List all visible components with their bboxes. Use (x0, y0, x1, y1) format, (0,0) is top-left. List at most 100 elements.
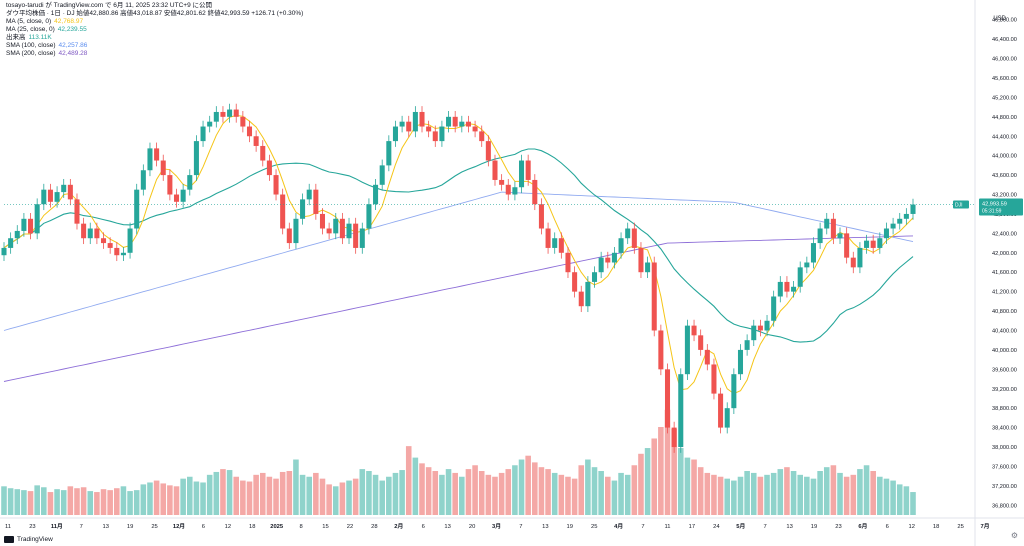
volume-bar (478, 471, 485, 515)
indicator-sma100[interactable]: SMA (100, close) 42,257.86 (6, 42, 88, 49)
candle-body (492, 160, 498, 180)
volume-bar (419, 463, 425, 515)
candle-body (227, 109, 233, 117)
candle-body (731, 374, 737, 409)
volume-bar (757, 476, 764, 515)
volume-bar (857, 469, 863, 515)
volume-bar (286, 471, 293, 515)
volume-bar (598, 471, 604, 515)
candle-body (678, 374, 684, 448)
candle-body (154, 148, 160, 161)
x-tick-label: 15 (322, 524, 328, 530)
volume-bar (671, 428, 677, 515)
volume-bar (883, 478, 890, 515)
indicator-ma25[interactable]: MA (25, close, 0) 42,239.55 (6, 26, 87, 33)
volume-bar (485, 474, 492, 515)
candle-body (751, 325, 757, 341)
volume-bar (472, 465, 478, 515)
volume-bar (273, 478, 279, 515)
indicator-volume[interactable]: 出来高 113.11K (6, 34, 52, 41)
volume-bar (777, 469, 784, 515)
volume-bar (823, 467, 830, 515)
volume-bar (658, 427, 664, 515)
volume-bar (399, 470, 405, 515)
candle-body (698, 335, 704, 350)
candle-body (392, 126, 398, 142)
candle-body (618, 238, 624, 253)
candle-body (479, 131, 485, 142)
volume-bar (558, 474, 565, 515)
volume-bar (843, 476, 850, 515)
volume-bar (439, 474, 445, 515)
candle-body (591, 272, 598, 282)
candle-body (114, 247, 120, 256)
y-tick-label: 39,200.00 (992, 387, 1017, 393)
chart-header: tosayo-tarudi が TradingView.com で 6月 11,… (6, 2, 303, 58)
volume-bar (605, 476, 611, 515)
indicator-sma200[interactable]: SMA (200, close) 42,489.28 (6, 50, 88, 57)
x-tick-label: 28 (371, 524, 377, 530)
volume-bar (313, 472, 319, 515)
volume-bar (432, 471, 439, 515)
y-tick-label: 43,600.00 (992, 173, 1017, 179)
indicator-ma5[interactable]: MA (5, close, 0) 42,768.97 (6, 18, 84, 25)
candle-body (81, 223, 87, 239)
volume-bar (571, 478, 578, 515)
candle-body (519, 160, 525, 188)
candle-body (406, 121, 412, 132)
x-tick-label: 6 (202, 524, 205, 530)
gear-icon[interactable]: ⚙ (1010, 531, 1018, 540)
candle-body (280, 194, 286, 229)
candle-body (8, 238, 14, 248)
candle-body (857, 247, 863, 268)
x-tick-label: 23 (29, 524, 35, 530)
candle-body (804, 262, 810, 268)
volume-bar (220, 469, 226, 515)
y-tick-label: 45,200.00 (992, 95, 1017, 101)
volume-bar (512, 465, 518, 515)
volume-bar (266, 476, 273, 515)
volume-bar (140, 484, 147, 515)
candle-body (1, 247, 7, 256)
publish-info: tosayo-tarudi が TradingView.com で 6月 11,… (6, 2, 212, 9)
volume-bar (279, 471, 286, 515)
y-tick-label: 41,200.00 (992, 290, 1017, 296)
volume-bar (379, 480, 385, 515)
x-tick-label: 7 (764, 524, 767, 530)
volume-bar (691, 459, 697, 515)
volume-bar (903, 486, 910, 515)
candle-body (147, 148, 153, 171)
candle-body (691, 325, 697, 336)
volume-bar (180, 478, 186, 515)
volume-bar (67, 486, 74, 515)
volume-bar (551, 472, 558, 515)
x-tick-label: 25 (591, 524, 597, 530)
volume-bar (585, 459, 591, 515)
volume-bar (578, 465, 585, 515)
volume-bar (896, 484, 903, 515)
candle-body (87, 228, 93, 239)
volume-bar (877, 476, 883, 515)
x-tick-label: 11 (5, 524, 11, 530)
candle-body (797, 267, 803, 287)
candle-body (419, 111, 425, 127)
sma100-line (3, 191, 914, 331)
tradingview-logo[interactable]: TradingView (4, 536, 53, 543)
volume-bar (60, 490, 67, 515)
candle-body (631, 228, 637, 248)
candle-body (399, 121, 405, 127)
candle-body (47, 189, 53, 202)
volume-bar (326, 484, 332, 515)
y-tick-label: 45,600.00 (992, 76, 1017, 82)
x-tick-label: 12月 (173, 522, 185, 530)
y-tick-label: 40,800.00 (992, 309, 1017, 315)
candle-body (883, 228, 889, 239)
candle-body (877, 238, 883, 248)
candle-body (864, 240, 870, 248)
sma200-line (3, 235, 914, 382)
volume-bar (34, 485, 40, 515)
candle-body (326, 228, 332, 234)
candle-body (810, 243, 816, 263)
candle-body (572, 272, 578, 292)
